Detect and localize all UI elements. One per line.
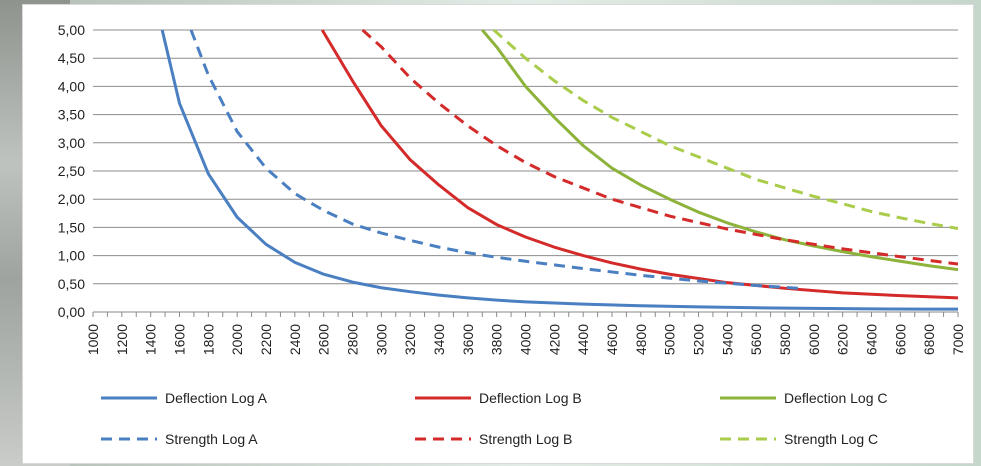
x-tick-label: 3200 bbox=[402, 324, 418, 355]
x-tick-label: 3400 bbox=[431, 324, 447, 355]
y-tick-label: 5,00 bbox=[58, 22, 85, 38]
series-line-1 bbox=[160, 29, 958, 311]
legend-label: Deflection Log B bbox=[479, 390, 582, 406]
y-tick-label: 2,50 bbox=[58, 163, 85, 179]
legend-label: Strength Log B bbox=[479, 431, 572, 447]
x-tick-label: 6000 bbox=[806, 324, 822, 355]
x-tick-label: 1800 bbox=[200, 324, 216, 355]
x-tick-label: 7000 bbox=[950, 324, 966, 355]
series-line-2 bbox=[320, 29, 958, 300]
series-line-5 bbox=[361, 29, 958, 266]
x-tick-label: 6800 bbox=[921, 324, 937, 355]
x-tick-label: 5400 bbox=[719, 324, 735, 355]
y-tick-label: 1,50 bbox=[58, 219, 85, 235]
x-tick-label: 1400 bbox=[143, 324, 159, 355]
x-tick-label: 4200 bbox=[546, 324, 562, 355]
series-line-6 bbox=[492, 29, 958, 231]
y-tick-label: 0,50 bbox=[58, 276, 85, 292]
x-tick-label: 4800 bbox=[633, 324, 649, 355]
legend-label: Strength Log A bbox=[165, 431, 258, 447]
x-tick-label: 4600 bbox=[604, 324, 620, 355]
legend-label: Deflection Log C bbox=[784, 390, 888, 406]
x-tick-label: 1600 bbox=[172, 324, 188, 355]
x-tick-label: 1200 bbox=[114, 324, 130, 355]
x-tick-label: 4400 bbox=[575, 324, 591, 355]
x-tick-label: 2800 bbox=[345, 324, 361, 355]
x-tick-label: 1000 bbox=[85, 324, 101, 355]
x-tick-label: 2600 bbox=[316, 324, 332, 355]
x-tick-label: 2400 bbox=[287, 324, 303, 355]
line-chart: 0,00 0,50 1,00 1,50 2,00 2,50 3,00 3,50 4,00 4,50… bbox=[58, 22, 966, 447]
x-tick-label: 4000 bbox=[518, 324, 534, 355]
x-tick-label: 2200 bbox=[258, 324, 274, 355]
y-tick-label: 0,00 bbox=[58, 304, 85, 320]
x-tick-label: 3000 bbox=[373, 324, 389, 355]
legend-label: Strength Log C bbox=[784, 431, 878, 447]
x-tick-label: 2000 bbox=[229, 324, 245, 355]
x-tick-label: 5000 bbox=[662, 324, 678, 355]
series-line-3 bbox=[481, 29, 958, 272]
x-tick-label: 6200 bbox=[835, 324, 851, 355]
y-tick-label: 3,00 bbox=[58, 135, 85, 151]
x-tick-label: 5800 bbox=[777, 324, 793, 355]
legend-label: Deflection Log A bbox=[165, 390, 268, 406]
x-tick-label: 5200 bbox=[691, 324, 707, 355]
x-tick-label: 6400 bbox=[864, 324, 880, 355]
x-tick-label: 3800 bbox=[489, 324, 505, 355]
y-tick-label: 3,50 bbox=[58, 107, 85, 123]
x-tick-label: 3600 bbox=[460, 324, 476, 355]
x-tick-label: 5600 bbox=[748, 324, 764, 355]
series-line-4 bbox=[189, 29, 800, 290]
y-tick-label: 4,50 bbox=[58, 50, 85, 66]
y-tick-label: 4,00 bbox=[58, 78, 85, 94]
x-tick-label: 6600 bbox=[892, 324, 908, 355]
y-tick-label: 2,00 bbox=[58, 191, 85, 207]
chart-panel: 0,00 0,50 1,00 1,50 2,00 2,50 3,00 3,50 4,00 4,50… bbox=[22, 4, 974, 464]
y-tick-label: 1,00 bbox=[58, 248, 85, 264]
